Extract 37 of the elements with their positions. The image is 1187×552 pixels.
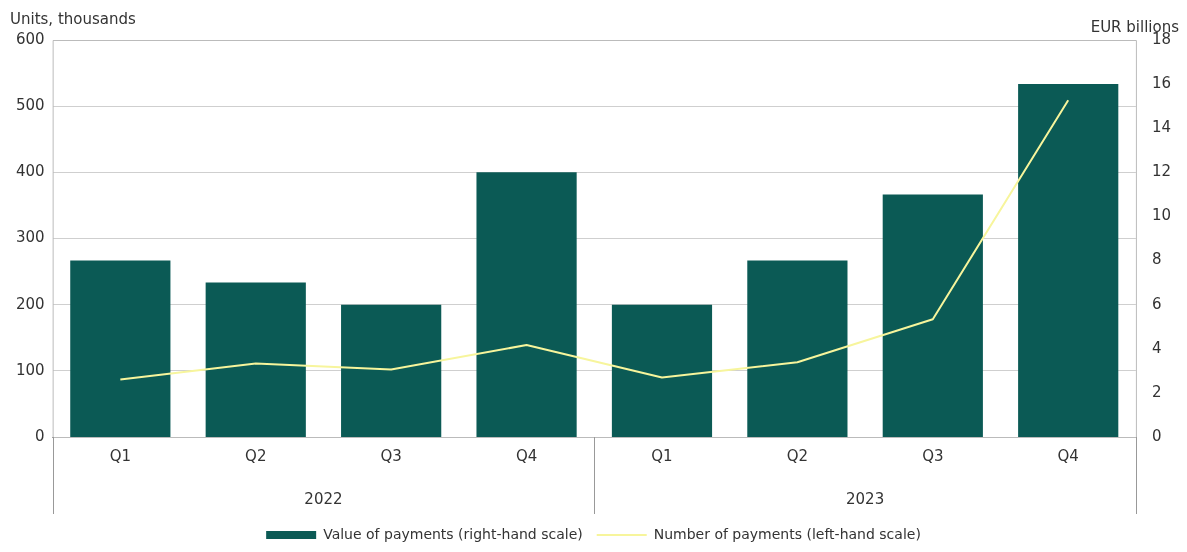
y2-tick-label: 10: [1151, 206, 1172, 225]
y2-tick-label: 4: [1151, 338, 1162, 357]
y2-tick-label: 12: [1151, 162, 1172, 181]
y-tick-label: 600: [15, 29, 45, 48]
y-tick-label: 300: [15, 228, 45, 247]
x-tick-label: Q4: [1057, 446, 1079, 465]
x-tick-label: Q4: [515, 446, 538, 465]
bar: [476, 172, 577, 437]
y2-tick-label: 2: [1151, 382, 1162, 401]
y2-tick-label: 0: [1151, 426, 1162, 445]
bar: [205, 282, 306, 437]
bar: [611, 304, 713, 437]
x-tick-label: Q1: [651, 446, 673, 465]
bar: [70, 260, 171, 437]
legend-label: Number of payments (left-hand scale): [653, 525, 921, 542]
legend-label: Value of payments (right-hand scale): [323, 525, 583, 542]
bar: [341, 304, 442, 437]
bar: [747, 260, 848, 437]
bar: [882, 194, 983, 437]
x-tick-label: Q2: [245, 446, 267, 465]
y-tick-label: 100: [15, 360, 45, 379]
x-tick-label: Q3: [922, 446, 944, 465]
bar: [1018, 84, 1119, 437]
y-axis-title: Units, thousands: [10, 10, 136, 29]
x-tick-label: Q1: [109, 446, 132, 465]
y2-tick-label: 8: [1151, 250, 1162, 269]
y-tick-label: 400: [15, 162, 45, 181]
text: 2023: [846, 489, 885, 508]
y2-tick-label: 14: [1151, 118, 1172, 137]
y-tick-label: 200: [15, 294, 45, 313]
x-tick-label: Q2: [786, 446, 809, 465]
y2-tick-label: 6: [1151, 294, 1162, 313]
text: 2022: [304, 489, 343, 508]
y-tick-label: 500: [15, 96, 45, 115]
y-tick-label: 0: [35, 426, 45, 445]
y2-tick-label: 16: [1151, 74, 1172, 92]
x-tick-label: Q3: [380, 446, 402, 465]
